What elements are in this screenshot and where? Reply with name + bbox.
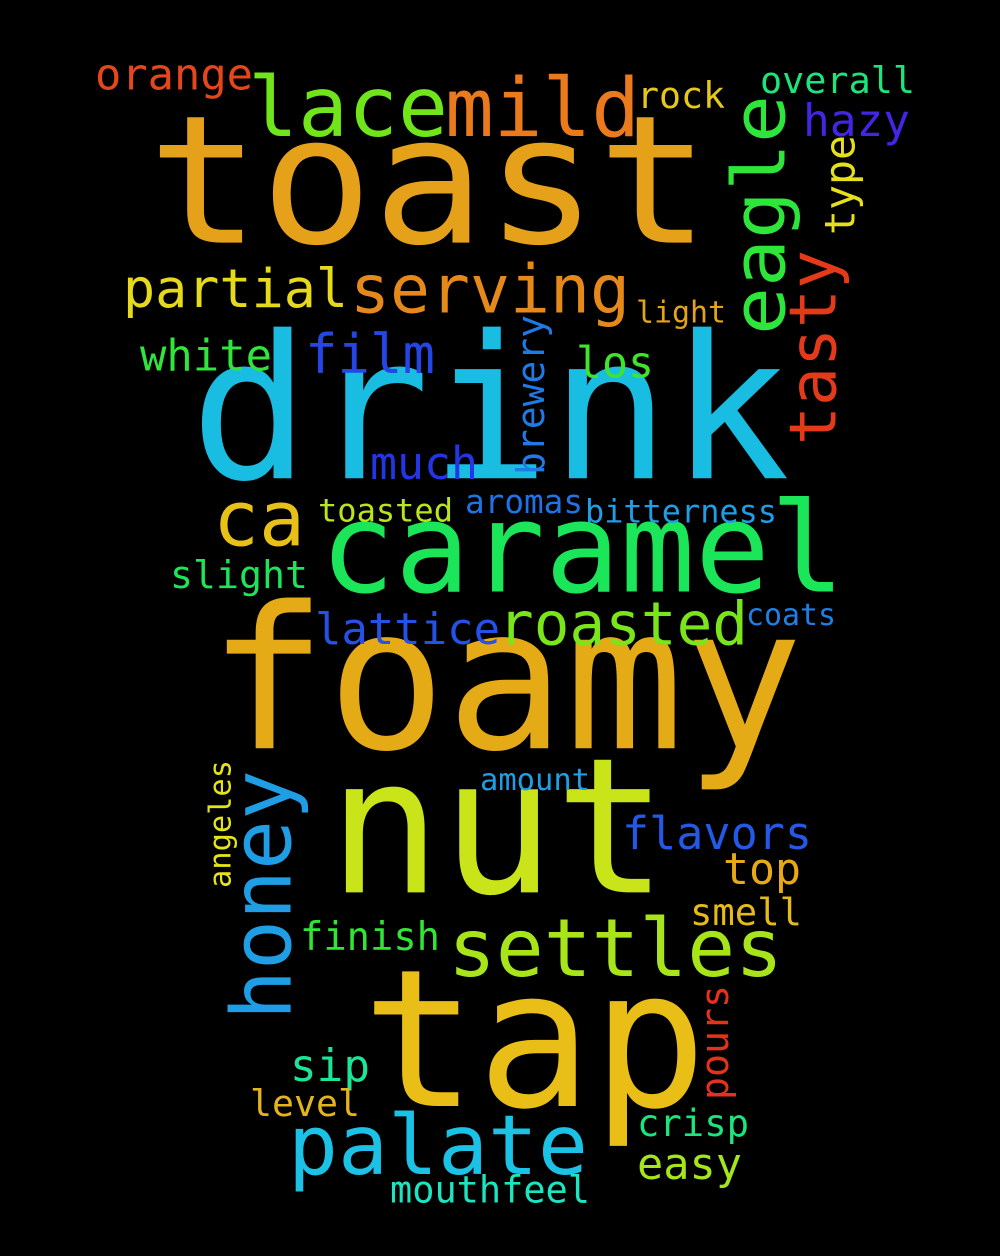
word-tap: tap — [362, 929, 707, 1152]
word-light: light — [636, 295, 726, 330]
word-sip: sip — [290, 1041, 370, 1092]
word-toast: toast — [148, 78, 710, 286]
word-palate: palate — [288, 1097, 588, 1194]
word-eagle: eagle — [718, 95, 803, 335]
word-caramel: caramel — [320, 476, 845, 621]
word-aromas: aromas — [465, 483, 583, 521]
word-smell: smell — [690, 890, 802, 934]
word-brewery: brewery — [509, 315, 553, 475]
word-serving: serving — [350, 250, 630, 328]
word-slight: slight — [170, 553, 308, 598]
word-roasted: roasted — [498, 591, 748, 660]
word-top: top — [723, 845, 801, 895]
word-tasty: tasty — [777, 250, 852, 445]
word-toasted: toasted — [318, 492, 453, 530]
word-film: film — [305, 323, 435, 386]
word-partial: partial — [123, 257, 348, 320]
word-easy: easy — [637, 1139, 742, 1190]
word-finish: finish — [300, 915, 440, 960]
word-coats: coats — [746, 598, 836, 633]
word-pours: pours — [693, 985, 738, 1100]
word-lattice: lattice — [315, 604, 500, 655]
word-flavors: flavors — [622, 807, 812, 860]
word-bitterness: bitterness — [585, 492, 777, 530]
word-ca: ca — [213, 476, 305, 565]
word-crisp: crisp — [637, 1101, 749, 1145]
word-level: level — [250, 1082, 360, 1125]
word-much: much — [370, 437, 478, 490]
word-orange: orange — [95, 49, 253, 100]
word-amount: amount — [480, 763, 590, 798]
word-nut: nut — [328, 717, 668, 937]
word-overall: overall — [760, 59, 915, 102]
word-type: type — [815, 135, 864, 235]
word-hazy: hazy — [803, 95, 910, 147]
word-honey: honey — [213, 770, 310, 1020]
word-angeles: angeles — [203, 760, 238, 888]
word-mouthfeel: mouthfeel — [390, 1169, 590, 1212]
word-mild: mild — [445, 62, 640, 156]
word-settles: settles — [448, 902, 783, 995]
word-lace: lace — [248, 59, 448, 156]
word-rock: rock — [637, 74, 725, 117]
word-drink: drink — [190, 294, 790, 526]
word-foamy: foamy — [208, 564, 803, 795]
word-los: los — [576, 338, 654, 388]
word-white: white — [140, 330, 272, 381]
